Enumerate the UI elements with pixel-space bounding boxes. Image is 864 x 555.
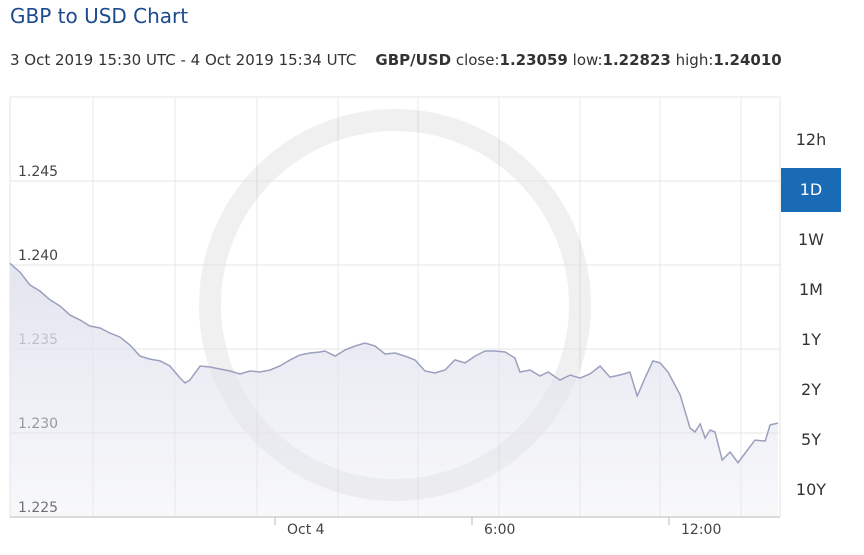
stat-label: high: bbox=[675, 51, 714, 69]
range-button[interactable]: 1Y bbox=[801, 330, 821, 349]
y-tick-label: 1.245 bbox=[18, 164, 58, 180]
area bbox=[10, 263, 778, 517]
range-button[interactable]: 5Y bbox=[801, 430, 821, 449]
range-button[interactable]: 2Y bbox=[801, 380, 821, 399]
stats: close:1.23059 low:1.22823 high:1.24010 bbox=[456, 51, 782, 69]
date-range: 3 Oct 2019 15:30 UTC - 4 Oct 2019 15:34 … bbox=[10, 51, 357, 69]
range-button[interactable]: 10Y bbox=[795, 480, 827, 499]
x-tick-label: 6:00 bbox=[484, 522, 515, 538]
stat-label: low: bbox=[572, 51, 603, 69]
title: GBP to USD Chart bbox=[10, 4, 189, 28]
range-button[interactable]: 1M bbox=[799, 280, 823, 299]
range-button[interactable]: 1D bbox=[781, 168, 841, 212]
stat-value: 1.22823 bbox=[602, 51, 671, 69]
x-tick-label: Oct 4 bbox=[287, 522, 325, 538]
pair: GBP/USD bbox=[375, 51, 452, 69]
line bbox=[9, 262, 779, 464]
stat-value: 1.23059 bbox=[499, 51, 568, 69]
range-buttons: 12h 1D 1W 1M 1Y 2Y 5Y 10Y bbox=[781, 115, 841, 515]
range-button[interactable]: 12h bbox=[795, 130, 827, 149]
x-tick-label: 12:00 bbox=[681, 522, 721, 538]
y-tick-label: 1.240 bbox=[18, 248, 58, 264]
stat-value: 1.24010 bbox=[713, 51, 782, 69]
range-button[interactable]: 1W bbox=[798, 230, 824, 249]
subtitle: 3 Oct 2019 15:30 UTC - 4 Oct 2019 15:34 … bbox=[10, 51, 782, 69]
stat-label: close: bbox=[455, 51, 500, 69]
